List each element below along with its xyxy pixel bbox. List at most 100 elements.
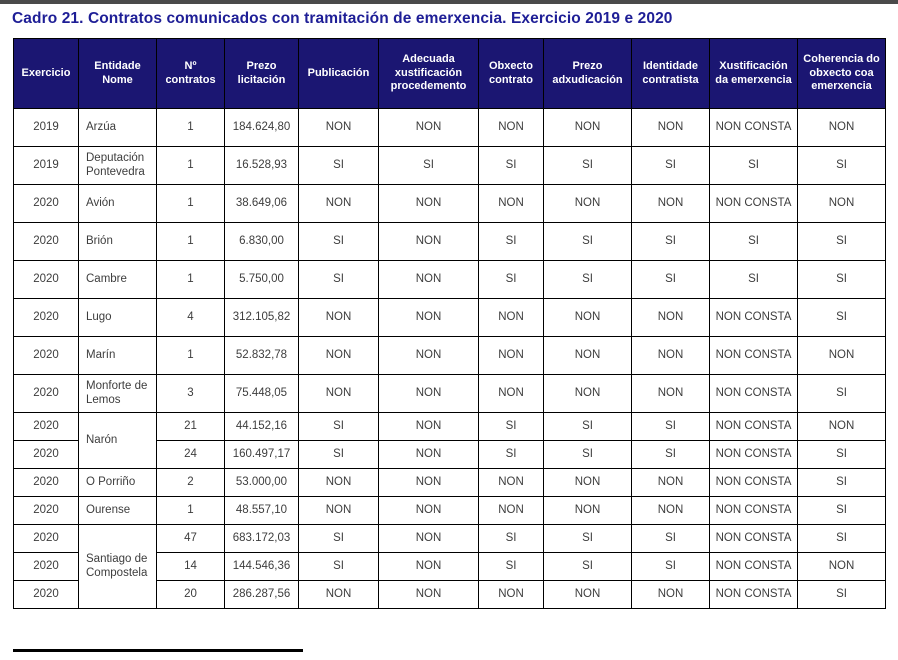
cell-n_contratos: 14 (156, 552, 225, 581)
cell-xustificacion: NON CONSTA (709, 524, 798, 553)
column-header-exercicio: Exercicio (13, 38, 79, 109)
cell-publicacion: SI (298, 260, 379, 299)
cell-xustificacion: NON CONSTA (709, 298, 798, 337)
column-header-prezo_adx: Prezo adxudicación (543, 38, 632, 109)
cell-n_contratos: 1 (156, 260, 225, 299)
cell-prezo_adx: NON (543, 496, 632, 525)
cell-adecuada: NON (378, 580, 479, 609)
cell-obxecto: SI (478, 412, 544, 441)
cell-obxecto: NON (478, 496, 544, 525)
page-title: Cadro 21. Contratos comunicados con tram… (12, 10, 673, 27)
cell-adecuada: NON (378, 108, 479, 147)
cell-publicacion: NON (298, 374, 379, 413)
cell-coherencia: NON (797, 412, 886, 441)
table-row: 2020 O Porriño 2 53.000,00 NON NON NON NON NON NO… (13, 468, 886, 497)
cell-obxecto: NON (478, 336, 544, 375)
column-header-adecuada: Adecuada xustificación procedemento (378, 38, 479, 109)
cell-n_contratos: 21 (156, 412, 225, 441)
cell-obxecto: SI (478, 146, 544, 185)
cell-exercicio: 2020 (13, 412, 79, 441)
table-row: 2020 Monforte de Lemos 3 75.448,05 NON NON NON… (13, 374, 886, 413)
cell-publicacion: SI (298, 222, 379, 261)
cell-exercicio: 2020 (13, 222, 79, 261)
cell-coherencia: SI (797, 580, 886, 609)
cell-exercicio: 2020 (13, 298, 79, 337)
cell-prezo_adx: SI (543, 222, 632, 261)
cell-obxecto: SI (478, 524, 544, 553)
cell-xustificacion: NON CONSTA (709, 108, 798, 147)
cell-exercicio: 2019 (13, 108, 79, 147)
cell-xustificacion: NON CONSTA (709, 468, 798, 497)
cell-prezo_licitacion: 6.830,00 (224, 222, 299, 261)
cell-exercicio: 2020 (13, 580, 79, 609)
table-row: 2020 20 286.287,56 NON NON NON NON NON NON CONST… (13, 580, 886, 609)
cell-n_contratos: 47 (156, 524, 225, 553)
column-header-n_contratos: Nº contratos (156, 38, 225, 109)
cell-obxecto: NON (478, 374, 544, 413)
cell-obxecto: NON (478, 580, 544, 609)
cell-n_contratos: 1 (156, 222, 225, 261)
table-header-row: Exercicio Entidade Nome Nº contratos Prezo … (13, 38, 886, 109)
cell-xustificacion: SI (709, 222, 798, 261)
cell-adecuada: NON (378, 496, 479, 525)
cell-n_contratos: 1 (156, 336, 225, 375)
cell-n_contratos: 3 (156, 374, 225, 413)
cell-prezo_adx: NON (543, 468, 632, 497)
cell-coherencia: SI (797, 260, 886, 299)
cell-xustificacion: NON CONSTA (709, 496, 798, 525)
cell-publicacion: NON (298, 184, 379, 223)
cell-xustificacion: SI (709, 260, 798, 299)
cell-publicacion: SI (298, 524, 379, 553)
column-header-coherencia: Coherencia do obxecto coa emerxencia (797, 38, 886, 109)
column-header-publicacion: Publicación (298, 38, 379, 109)
column-header-identidade: Identidade contratista (631, 38, 710, 109)
cell-identidade: NON (631, 184, 710, 223)
cell-prezo_licitacion: 184.624,80 (224, 108, 299, 147)
cell-entidade: Cambre (78, 260, 157, 299)
cell-entidade: O Porriño (78, 468, 157, 497)
cell-prezo_licitacion: 144.546,36 (224, 552, 299, 581)
cell-identidade: SI (631, 146, 710, 185)
cell-prezo_licitacion: 44.152,16 (224, 412, 299, 441)
cell-prezo_adx: NON (543, 374, 632, 413)
cell-exercicio: 2020 (13, 524, 79, 553)
cell-n_contratos: 1 (156, 184, 225, 223)
cell-prezo_licitacion: 52.832,78 (224, 336, 299, 375)
cell-coherencia: NON (797, 552, 886, 581)
cell-n_contratos: 1 (156, 496, 225, 525)
cell-adecuada: NON (378, 184, 479, 223)
cell-xustificacion: NON CONSTA (709, 412, 798, 441)
cell-entidade: Santiago de Compostela (78, 524, 157, 609)
cell-prezo_licitacion: 286.287,56 (224, 580, 299, 609)
cell-prezo_licitacion: 53.000,00 (224, 468, 299, 497)
cell-prezo_adx: SI (543, 146, 632, 185)
cell-entidade: Narón (78, 412, 157, 469)
cell-coherencia: NON (797, 184, 886, 223)
table-row: 2020 Brión 1 6.830,00 SI NON SI SI SI SI SI (13, 222, 886, 261)
cell-coherencia: NON (797, 336, 886, 375)
footnote-rule (13, 649, 303, 652)
page-top-rule (0, 0, 898, 4)
cell-publicacion: SI (298, 552, 379, 581)
cell-coherencia: SI (797, 440, 886, 469)
cell-exercicio: 2020 (13, 184, 79, 223)
cell-coherencia: SI (797, 146, 886, 185)
cell-xustificacion: NON CONSTA (709, 552, 798, 581)
cell-adecuada: NON (378, 336, 479, 375)
cell-entidade: Deputación Pontevedra (78, 146, 157, 185)
cell-identidade: SI (631, 222, 710, 261)
table-row: 2020 Marín 1 52.832,78 NON NON NON NON NON NON CO… (13, 336, 886, 375)
cell-publicacion: NON (298, 496, 379, 525)
cell-obxecto: SI (478, 222, 544, 261)
cell-coherencia: SI (797, 468, 886, 497)
cell-identidade: NON (631, 580, 710, 609)
cell-entidade: Monforte de Lemos (78, 374, 157, 413)
cell-obxecto: SI (478, 552, 544, 581)
cell-publicacion: SI (298, 412, 379, 441)
cell-prezo_licitacion: 38.649,06 (224, 184, 299, 223)
cell-entidade: Marín (78, 336, 157, 375)
cell-obxecto: SI (478, 440, 544, 469)
cell-coherencia: SI (797, 222, 886, 261)
cell-identidade: SI (631, 260, 710, 299)
cell-identidade: NON (631, 336, 710, 375)
